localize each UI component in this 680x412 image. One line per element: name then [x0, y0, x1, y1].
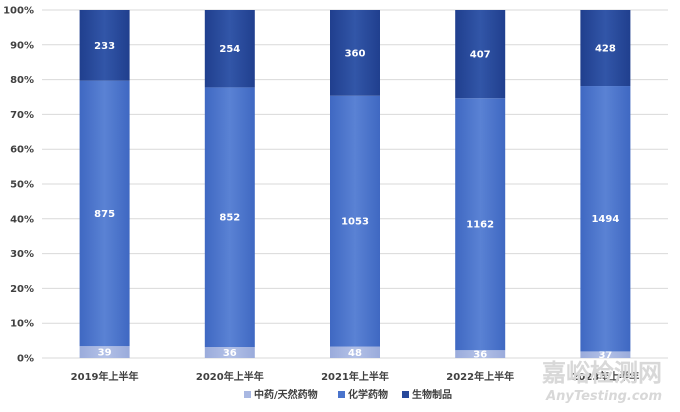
- data-label: 875: [94, 209, 115, 220]
- data-label: 48: [348, 348, 362, 359]
- watermark-cn: 嘉峪检测网: [542, 359, 662, 387]
- y-tick-label: 60%: [10, 145, 34, 156]
- bar-segment: [580, 86, 631, 352]
- y-axis: 0% 10% 20% 30% 40% 50% 60% 70% 80% 90% 100%: [3, 6, 34, 365]
- bar-segment: [79, 10, 130, 81]
- data-label: 39: [98, 348, 112, 359]
- y-tick-label: 70%: [10, 110, 34, 121]
- bar-segment: [79, 346, 130, 358]
- legend-swatch: [402, 391, 409, 398]
- y-tick-label: 80%: [10, 75, 34, 86]
- x-tick-label: 2022年上半年: [446, 370, 514, 383]
- data-label: 360: [345, 48, 366, 59]
- bar-segment: [330, 10, 380, 96]
- bar-segment: [204, 347, 255, 358]
- bar-segment: [330, 346, 380, 358]
- legend-swatch: [244, 391, 251, 398]
- x-tick-label: 2020年上半年: [196, 370, 264, 383]
- data-label: 36: [223, 348, 237, 359]
- legend-label: 中药/天然药物: [254, 388, 318, 401]
- x-tick-label: 2019年上半年: [71, 370, 139, 383]
- y-tick-label: 50%: [10, 180, 34, 191]
- data-label: 407: [470, 50, 491, 61]
- data-label: 37: [598, 350, 612, 361]
- y-tick-label: 20%: [10, 284, 34, 295]
- watermark-en: AnyTesting.com: [545, 389, 662, 404]
- data-label: 233: [94, 41, 115, 52]
- data-label: 428: [595, 44, 616, 55]
- data-label: 1162: [466, 220, 494, 231]
- x-tick-label: 2021年上半年: [321, 370, 389, 383]
- bar-segment: [330, 95, 380, 347]
- data-label: 852: [219, 213, 240, 224]
- bar-segment: [204, 10, 255, 88]
- x-tick-label: 2023年上半年: [571, 370, 639, 383]
- legend-swatch: [338, 391, 345, 398]
- y-tick-label: 0%: [17, 354, 34, 365]
- bar-segment: [455, 10, 506, 99]
- bar-segment: [204, 87, 255, 348]
- data-label: 1053: [341, 217, 369, 228]
- watermark: 嘉峪检测网 AnyTesting.com: [542, 359, 662, 404]
- bar-segment: [580, 10, 631, 87]
- y-tick-label: 100%: [3, 6, 34, 17]
- x-axis: 2019年上半年 2020年上半年 2021年上半年 2022年上半年 2023年上半年: [71, 370, 640, 383]
- data-label: 36: [473, 350, 487, 361]
- data-label: 1494: [591, 214, 619, 225]
- y-tick-label: 30%: [10, 249, 34, 260]
- data-label: 254: [219, 44, 240, 55]
- legend: 中药/天然药物 化学药物 生物制品: [244, 388, 452, 401]
- legend-label: 化学药物: [348, 388, 388, 401]
- legend-label: 生物制品: [412, 388, 452, 401]
- y-tick-label: 90%: [10, 40, 34, 51]
- bar-segment: [455, 98, 506, 351]
- y-tick-label: 40%: [10, 214, 34, 225]
- bar-segment: [79, 80, 130, 347]
- y-tick-label: 10%: [10, 319, 34, 330]
- bar-segment: [580, 351, 631, 358]
- bars: 39 875 233 36 852 254 48 1053 360 36 1162 407 37 1494…: [79, 10, 631, 361]
- bar-segment: [455, 350, 506, 358]
